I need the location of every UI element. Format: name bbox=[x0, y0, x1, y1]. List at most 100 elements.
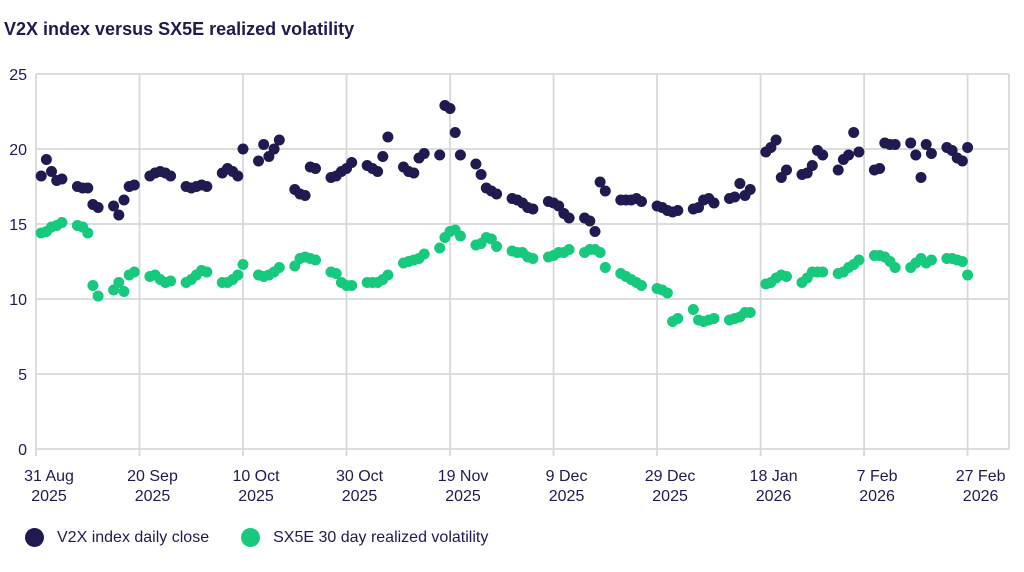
data-point-v2x bbox=[729, 191, 741, 203]
data-point-v2x bbox=[874, 163, 886, 174]
data-point-sx5e bbox=[853, 254, 865, 266]
data-point-sx5e bbox=[82, 227, 94, 239]
y-tick-label: 5 bbox=[18, 367, 27, 384]
data-point-sx5e bbox=[454, 230, 466, 242]
y-tick-label: 25 bbox=[9, 67, 27, 84]
x-tick-label: 29 Dec bbox=[645, 468, 696, 485]
data-point-v2x bbox=[108, 200, 120, 212]
data-point-v2x bbox=[491, 188, 503, 200]
data-point-v2x bbox=[527, 203, 539, 215]
legend-label-sx5e: SX5E 30 day realized volatility bbox=[273, 528, 489, 546]
data-point-v2x bbox=[920, 139, 932, 150]
data-point-v2x bbox=[925, 148, 937, 159]
x-tick-label-year: 2025 bbox=[549, 488, 585, 505]
data-point-sx5e bbox=[925, 254, 937, 266]
data-point-sx5e bbox=[817, 266, 829, 278]
x-tick-label-year: 2025 bbox=[135, 488, 171, 505]
data-point-sx5e bbox=[382, 269, 394, 281]
x-tick-label-year: 2026 bbox=[963, 488, 999, 505]
y-tick-label: 0 bbox=[18, 442, 27, 459]
x-tick-label-year: 2026 bbox=[859, 488, 895, 505]
data-point-v2x bbox=[843, 149, 855, 161]
data-point-v2x bbox=[35, 170, 47, 182]
data-point-v2x bbox=[470, 158, 482, 170]
data-point-v2x bbox=[408, 167, 420, 179]
data-point-v2x bbox=[915, 172, 927, 183]
x-tick-label: 18 Jan bbox=[750, 468, 798, 485]
data-point-v2x bbox=[237, 143, 249, 155]
data-point-v2x bbox=[310, 163, 321, 174]
data-point-sx5e bbox=[636, 280, 647, 291]
data-point-v2x bbox=[382, 131, 394, 143]
data-point-sx5e bbox=[708, 313, 720, 324]
x-tick-label-year: 2025 bbox=[652, 488, 688, 505]
data-point-v2x bbox=[444, 103, 456, 114]
legend-item-v2x: V2X index daily close bbox=[25, 528, 209, 547]
data-point-v2x bbox=[232, 170, 244, 182]
x-tick-label: 10 Oct bbox=[232, 468, 280, 485]
data-point-v2x bbox=[128, 179, 140, 191]
data-point-v2x bbox=[92, 202, 104, 213]
data-point-sx5e bbox=[599, 262, 611, 273]
data-point-v2x bbox=[46, 166, 57, 177]
data-point-sx5e bbox=[527, 253, 539, 264]
data-point-v2x bbox=[253, 155, 264, 167]
data-point-sx5e bbox=[232, 269, 244, 281]
data-point-v2x bbox=[454, 149, 466, 161]
data-point-v2x bbox=[56, 173, 68, 185]
x-tick-label: 30 Oct bbox=[336, 468, 384, 485]
data-point-v2x bbox=[475, 169, 487, 180]
data-point-sx5e bbox=[781, 271, 792, 282]
data-point-sx5e bbox=[237, 259, 249, 270]
data-point-v2x bbox=[40, 154, 52, 165]
data-point-sx5e bbox=[434, 242, 446, 254]
data-point-v2x bbox=[770, 134, 782, 146]
data-point-v2x bbox=[377, 151, 389, 162]
y-tick-label: 20 bbox=[9, 142, 27, 159]
data-point-sx5e bbox=[118, 286, 130, 297]
data-point-v2x bbox=[584, 215, 596, 227]
data-point-v2x bbox=[589, 226, 601, 237]
x-tick-label-year: 2025 bbox=[445, 488, 481, 505]
data-point-sx5e bbox=[87, 280, 99, 291]
legend-item-sx5e: SX5E 30 day realized volatility bbox=[241, 528, 488, 547]
data-point-v2x bbox=[708, 197, 720, 209]
x-tick-label: 31 Aug bbox=[24, 468, 74, 485]
data-point-sx5e bbox=[92, 290, 104, 302]
data-point-sx5e bbox=[56, 217, 68, 228]
data-point-v2x bbox=[563, 212, 575, 224]
x-tick-label-year: 2025 bbox=[342, 488, 378, 505]
data-point-v2x bbox=[806, 160, 818, 171]
x-tick-label: 27 Feb bbox=[956, 468, 1006, 485]
data-point-v2x bbox=[889, 139, 901, 150]
data-point-v2x bbox=[299, 190, 311, 201]
data-point-v2x bbox=[594, 176, 606, 188]
data-point-sx5e bbox=[310, 254, 321, 266]
data-point-v2x bbox=[848, 127, 860, 138]
data-point-v2x bbox=[165, 170, 177, 182]
data-point-sx5e bbox=[563, 244, 575, 255]
data-point-v2x bbox=[832, 164, 844, 176]
chart-title: V2X index versus SX5E realized volatilit… bbox=[4, 19, 355, 39]
legend: V2X index daily close SX5E 30 day realiz… bbox=[25, 528, 488, 547]
v2x-series-marker-icon bbox=[25, 528, 44, 547]
data-point-sx5e bbox=[687, 304, 699, 315]
x-tick-label: 9 Dec bbox=[546, 468, 588, 485]
sx5e-series-marker-icon bbox=[241, 528, 261, 547]
data-point-v2x bbox=[744, 184, 756, 195]
data-point-sx5e bbox=[594, 247, 606, 258]
data-point-v2x bbox=[817, 149, 829, 161]
data-point-v2x bbox=[268, 143, 280, 155]
data-point-v2x bbox=[118, 194, 130, 206]
data-point-v2x bbox=[82, 182, 94, 194]
data-point-sx5e bbox=[273, 262, 285, 273]
data-point-v2x bbox=[781, 164, 792, 176]
data-point-sx5e bbox=[661, 287, 673, 299]
y-tick-label: 10 bbox=[9, 292, 27, 309]
data-point-v2x bbox=[258, 139, 270, 150]
data-point-sx5e bbox=[128, 266, 140, 278]
data-point-sx5e bbox=[418, 248, 430, 260]
legend-label-v2x: V2X index daily close bbox=[57, 528, 210, 546]
data-point-v2x bbox=[599, 185, 611, 197]
